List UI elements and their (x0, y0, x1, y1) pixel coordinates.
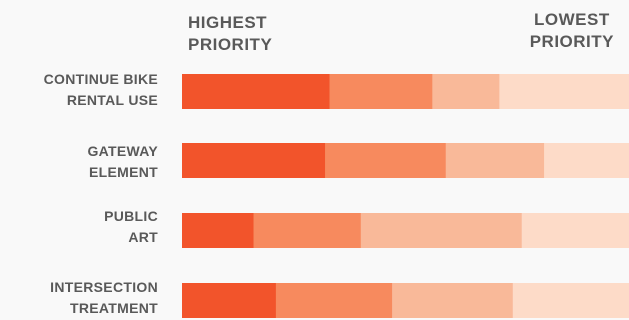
bar-segment (544, 143, 629, 178)
bar-segment (329, 74, 433, 109)
bar-segment (360, 213, 523, 248)
bar-segment (182, 143, 326, 178)
category-label: PUBLIC ART (104, 208, 158, 245)
bar-segment (445, 143, 545, 178)
bar-segment (182, 74, 331, 109)
category-label: CONTINUE BIKE RENTAL USE (43, 71, 158, 108)
category-label: GATEWAY ELEMENT (87, 143, 158, 180)
bar-segment (182, 283, 277, 318)
bar-segment (432, 74, 500, 109)
bar-segment (253, 213, 362, 248)
bar-segment (512, 283, 629, 318)
bar-segment (275, 283, 393, 318)
highest-priority-label: HIGHEST PRIORITY (188, 13, 273, 54)
bar-segment (392, 283, 514, 318)
bar-segment (325, 143, 447, 178)
bar-segment (499, 74, 629, 109)
category-label: INTERSECTION TREATMENT (50, 279, 158, 316)
bar-segment (182, 213, 255, 248)
lowest-priority-label: LOWEST PRIORITY (529, 10, 614, 51)
bar-segment (521, 213, 629, 248)
